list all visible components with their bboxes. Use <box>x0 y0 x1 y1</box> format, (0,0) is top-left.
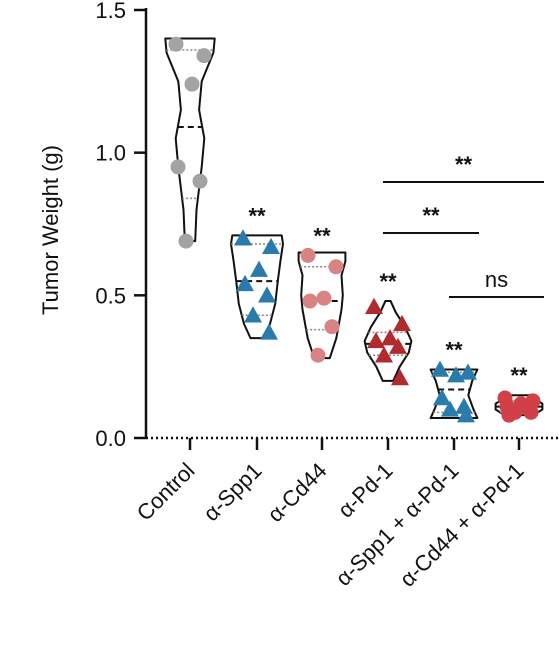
x-category-label: α-Spp1 <box>198 458 266 526</box>
x-category-label: α-Cd44 <box>262 458 331 527</box>
data-points <box>168 36 541 423</box>
data-point <box>447 366 465 383</box>
data-point <box>170 159 186 175</box>
y-tick-label: 0.0 <box>95 426 126 451</box>
data-point <box>234 229 252 246</box>
data-point <box>381 329 399 346</box>
violin-outline <box>230 234 284 340</box>
y-tick-label: 1.0 <box>95 141 126 166</box>
data-point <box>300 247 316 263</box>
y-tick-label: 1.5 <box>95 0 126 23</box>
comparison-label: ** <box>455 152 473 177</box>
data-point <box>244 306 262 323</box>
data-point <box>393 314 411 332</box>
significance-label: ** <box>445 338 463 363</box>
significance-annotations: ** ** ** ** ** ** ** ns <box>248 152 544 388</box>
data-point <box>310 347 326 363</box>
data-point <box>328 259 344 275</box>
significance-label: ** <box>510 363 528 388</box>
data-point <box>501 407 517 423</box>
data-point <box>192 173 208 189</box>
comparison-label: ns <box>485 267 508 292</box>
data-point <box>250 260 268 277</box>
comparison-label: ** <box>422 203 440 228</box>
data-point <box>431 360 449 377</box>
data-point <box>375 346 393 363</box>
x-category-label: Control <box>132 458 200 526</box>
x-category-label: α-Cd44 + α-Pd-1 <box>395 458 529 592</box>
significance-label: ** <box>313 223 331 248</box>
data-point <box>455 397 473 414</box>
data-point <box>459 363 477 380</box>
data-point <box>184 76 200 92</box>
data-point <box>262 237 280 255</box>
data-point <box>365 297 383 314</box>
data-point <box>457 406 475 423</box>
data-point <box>367 331 385 349</box>
y-tick-label: 0.5 <box>95 283 126 308</box>
data-point <box>302 293 318 309</box>
data-point <box>196 48 212 64</box>
violins <box>164 37 544 420</box>
data-point <box>260 323 278 340</box>
data-point <box>168 36 184 52</box>
data-point <box>433 389 451 406</box>
y-axis-title: Tumor Weight (g) <box>38 145 63 315</box>
data-point <box>258 286 276 303</box>
data-point <box>316 290 332 306</box>
significance-label: ** <box>248 203 266 228</box>
data-point <box>178 233 194 249</box>
significance-label: ** <box>379 269 397 294</box>
x-category-label: α-Pd-1 <box>333 458 398 523</box>
data-point <box>441 400 459 417</box>
data-point <box>391 369 409 386</box>
data-point <box>324 319 340 335</box>
data-point <box>236 274 254 292</box>
violin-outline <box>164 37 216 243</box>
data-point <box>389 337 407 354</box>
data-point <box>523 404 539 420</box>
